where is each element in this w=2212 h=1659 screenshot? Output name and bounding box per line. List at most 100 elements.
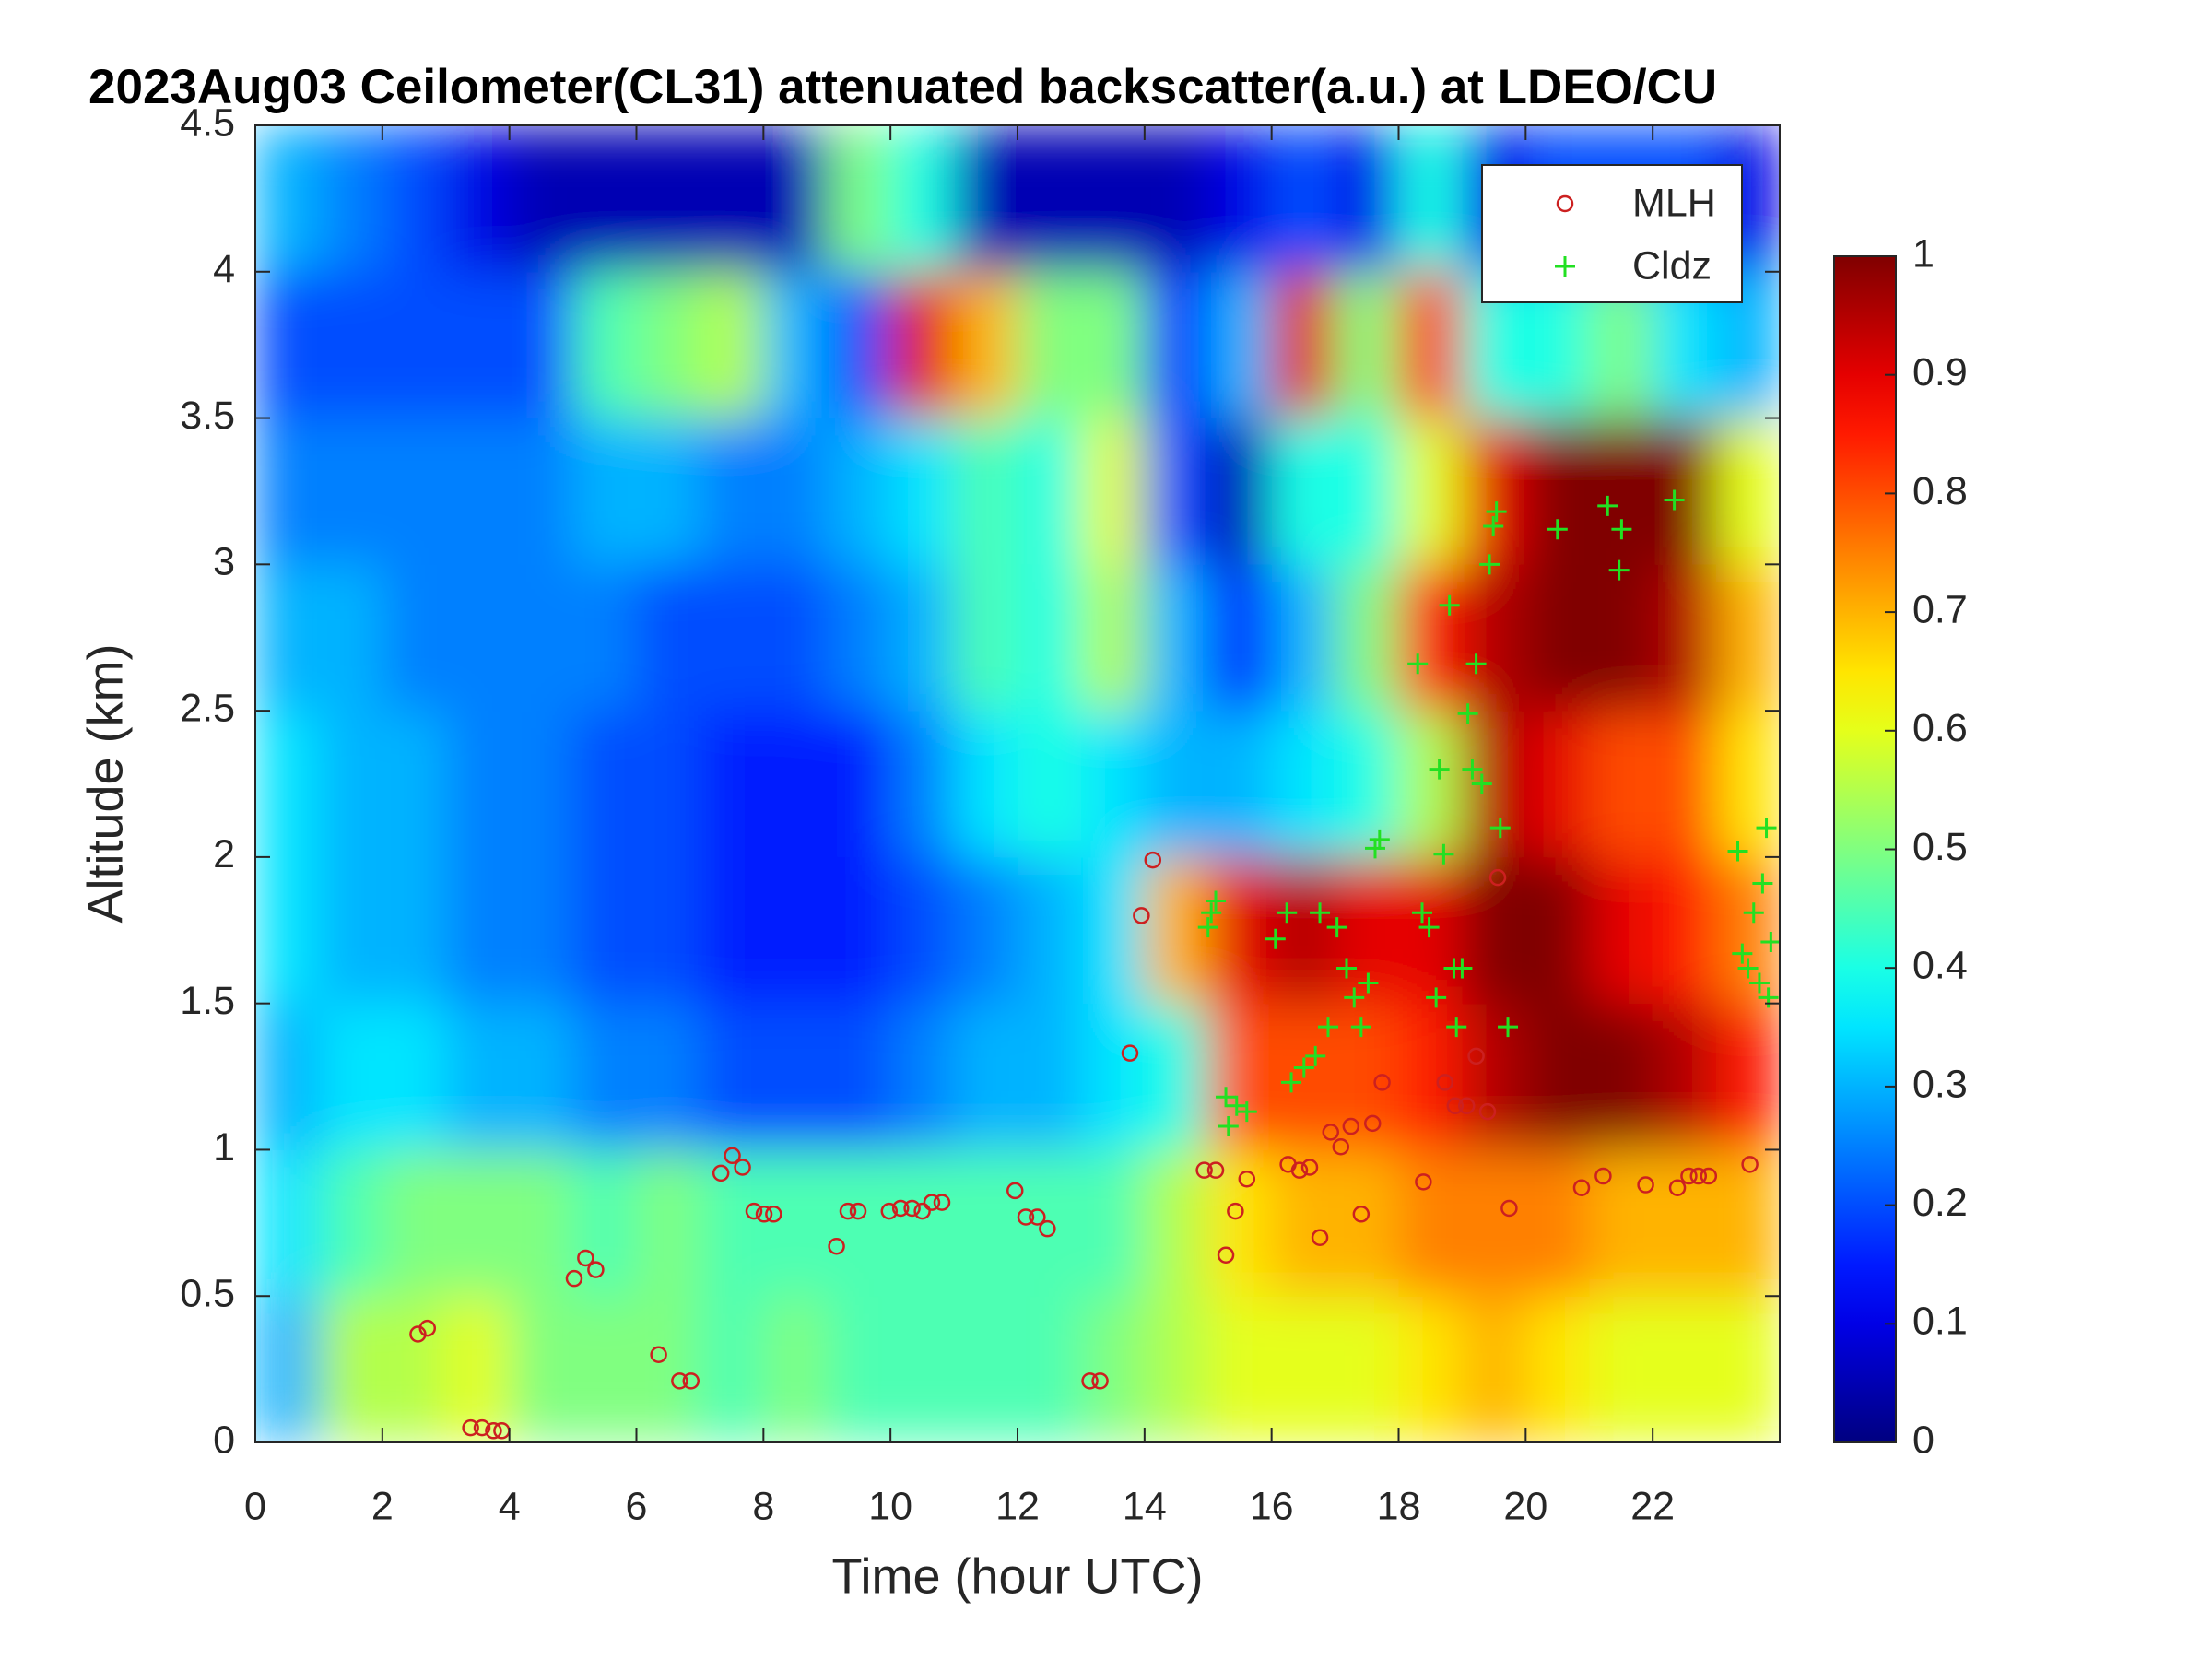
mlh-point <box>485 1422 502 1440</box>
cldz-point <box>1418 917 1440 938</box>
heatmap-cell <box>1144 1149 1209 1297</box>
cldz-point <box>1226 1095 1247 1116</box>
mlh-point <box>587 1261 605 1278</box>
cldz-point <box>1756 818 1777 839</box>
heatmap-cell <box>763 1149 828 1297</box>
mlh-point <box>933 1194 951 1211</box>
heatmap-cell <box>827 1296 891 1442</box>
y-axis-label: Altitude (km) <box>77 643 133 923</box>
heatmap-cell <box>1144 564 1209 712</box>
heatmap-cell <box>1335 1149 1399 1297</box>
mlh-point <box>1322 1124 1340 1141</box>
heatmap-cell <box>509 418 574 565</box>
heatmap-cell <box>509 856 574 1005</box>
colorbar-tick-label: 0.4 <box>1912 944 1968 988</box>
cldz-point <box>1462 759 1483 780</box>
heatmap-cell <box>1018 564 1082 712</box>
markers <box>409 489 1780 1440</box>
heatmap-cell <box>255 1296 320 1442</box>
heatmap-cell <box>382 271 447 419</box>
heatmap-cell <box>763 271 828 419</box>
heatmap-cell <box>445 564 511 712</box>
x-tick-label: 2 <box>371 1484 394 1528</box>
mlh-point <box>1572 1179 1591 1196</box>
legend-marker <box>1555 256 1575 276</box>
heatmap-cell <box>1589 711 1653 858</box>
cldz-point <box>1365 838 1385 859</box>
axes: 0 2 4 6 8 10 12 14 16 18 20 2200.511.522.533.544.50… <box>180 100 1968 1528</box>
heatmap-cell <box>1462 1296 1526 1442</box>
heatmap-cell <box>1207 1149 1273 1297</box>
mlh-point <box>1290 1161 1309 1179</box>
y-tick-label: 2.5 <box>180 686 235 730</box>
mlh-point <box>1342 1117 1360 1135</box>
heatmap-cell <box>1589 418 1653 565</box>
heatmap-cell <box>382 711 447 858</box>
mlh-point <box>1436 1074 1454 1091</box>
heatmap-cell <box>255 1149 320 1297</box>
heatmap-cell <box>445 856 511 1005</box>
heatmap-cell <box>445 125 511 273</box>
heatmap-cell <box>1080 418 1146 565</box>
y-tick-label: 4.5 <box>180 100 235 145</box>
mlh-point <box>913 1202 931 1220</box>
cldz-point <box>1471 773 1492 794</box>
heatmap-cell <box>1398 418 1463 565</box>
heatmap-cell <box>827 711 891 858</box>
mlh-point <box>1488 868 1507 887</box>
cldz-point <box>1206 890 1227 912</box>
mlh-point <box>1668 1179 1687 1196</box>
heatmap-cell <box>954 711 1018 858</box>
mlh-point <box>1467 1047 1485 1065</box>
heatmap-cell <box>1335 418 1399 565</box>
heatmap-cell <box>1335 125 1399 273</box>
mlh-point <box>1017 1208 1035 1226</box>
cldz-point <box>1465 653 1487 675</box>
heatmap-cell <box>763 711 828 858</box>
y-tick-label: 0.5 <box>180 1272 235 1316</box>
heatmap-cell <box>318 271 383 419</box>
heatmap-cell <box>1144 418 1209 565</box>
heatmap-cell <box>827 1149 891 1297</box>
y-tick-label: 1 <box>213 1125 235 1170</box>
heatmap-cell <box>255 418 320 565</box>
heatmap-cell <box>445 271 511 419</box>
heatmap-cell <box>318 1003 383 1150</box>
heatmap-cell <box>318 1296 383 1442</box>
cldz-point <box>1483 516 1504 537</box>
colorbar-tick-label: 0.9 <box>1912 350 1968 394</box>
heatmap-cell <box>890 1296 955 1442</box>
heatmap-cell <box>700 564 764 712</box>
cldz-point <box>1281 1072 1302 1093</box>
heatmap-cell <box>1144 856 1209 1005</box>
mlh-point <box>1680 1167 1698 1185</box>
heatmap-cell <box>890 418 955 565</box>
heatmap-cell <box>255 271 320 419</box>
mlh-point <box>650 1346 667 1363</box>
heatmap-cell <box>1525 856 1590 1005</box>
legend-marker <box>1556 194 1574 213</box>
heatmap-cell <box>382 856 447 1005</box>
heatmap-cell <box>318 856 383 1005</box>
x-tick-label: 20 <box>1503 1484 1547 1528</box>
mlh-point <box>1415 1173 1432 1191</box>
colorbar-tick-label: 0.1 <box>1912 1300 1968 1344</box>
colorbar-tick-label: 0.3 <box>1912 1062 1968 1106</box>
heatmap-cell <box>1080 271 1146 419</box>
heatmap-cell <box>1207 1296 1273 1442</box>
heatmap-cell <box>318 711 383 858</box>
heatmap-cell <box>1398 125 1463 273</box>
heatmap-cell <box>954 1296 1018 1442</box>
mlh-point <box>734 1159 751 1176</box>
heatmap-cell <box>636 418 700 565</box>
mlh-point <box>1091 1372 1109 1390</box>
x-tick-label: 16 <box>1250 1484 1294 1528</box>
cldz-point <box>1326 917 1347 938</box>
mlh-point <box>1217 1246 1235 1265</box>
x-axis-label: Time (hour UTC) <box>831 1548 1203 1604</box>
mlh-point <box>1478 1102 1497 1121</box>
y-tick-label: 0 <box>213 1418 235 1462</box>
heatmap-cell <box>318 564 383 712</box>
colorbar-tick-label: 0 <box>1912 1418 1935 1462</box>
